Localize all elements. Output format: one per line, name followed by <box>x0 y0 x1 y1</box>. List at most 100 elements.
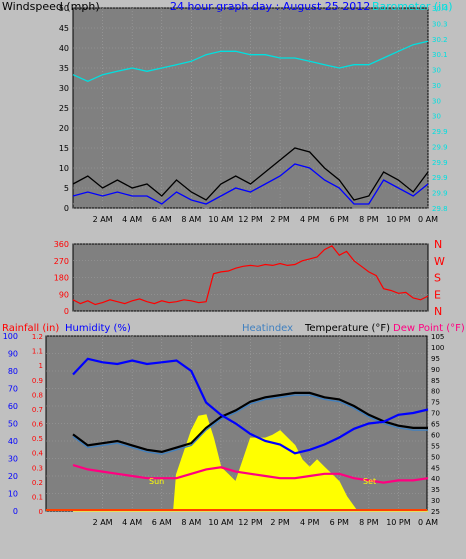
series-dew-point-f <box>72 464 429 484</box>
humidity-tick-label: 50 <box>8 420 18 429</box>
compass-tick-label: S <box>434 272 441 285</box>
temp-tick-label: 45 <box>431 464 440 472</box>
temp-tick-label: 55 <box>431 442 440 450</box>
temp-x-tick-label: 2 PM <box>270 518 289 527</box>
humidity-tick-label: 90 <box>8 350 18 359</box>
temp-tick-label: 75 <box>431 399 440 407</box>
barometer-tick-label: 29.9 <box>432 143 448 151</box>
barometer-tick-label: 29.9 <box>432 159 448 167</box>
rain-tick-label: 0.9 <box>32 377 43 385</box>
barometer-tick-label: 29.9 <box>432 128 448 136</box>
series-barometer-in- <box>72 40 429 83</box>
chart-title: 24 hour graph day : August 25 2012 <box>170 0 370 13</box>
rain-tick-label: 1.1 <box>32 348 43 356</box>
temp-tick-label: 80 <box>431 388 440 396</box>
wind-x-tick-label: 4 AM <box>122 215 142 224</box>
temp-x-tick-label: 2 AM <box>93 518 113 527</box>
rain-tick-label: 0 <box>39 508 43 516</box>
rain-tick-label: 1.2 <box>32 333 43 341</box>
series-windspeed-mph- <box>72 147 429 201</box>
wind-x-tick-label: 8 PM <box>359 215 378 224</box>
rain-tick-label: 1 <box>39 362 43 370</box>
wind-x-tick-label: 10 PM <box>386 215 411 224</box>
humidity-tick-label: 30 <box>8 455 18 464</box>
dir-tick-label: 0 <box>64 307 69 316</box>
wind-tick-label: 40 <box>59 44 69 53</box>
compass-tick-label: W <box>434 255 445 268</box>
temp-tick-label: 35 <box>431 486 440 494</box>
wind-tick-label: 15 <box>59 144 69 153</box>
wind-x-tick-label: 12 PM <box>238 215 263 224</box>
rain-tick-label: 0.5 <box>32 435 43 443</box>
temp-tick-label: 70 <box>431 410 440 418</box>
wind-x-tick-label: 8 AM <box>181 215 201 224</box>
temp-x-tick-label: 10 PM <box>386 518 411 527</box>
humidity-tick-label: 20 <box>8 472 18 481</box>
rain-tick-label: 0.3 <box>32 464 43 472</box>
humidity-tick-label: 40 <box>8 437 18 446</box>
barometer-tick-label: 30.3 <box>432 20 448 28</box>
rain-tick-label: 0.8 <box>32 391 43 399</box>
wind-tick-label: 25 <box>59 104 69 113</box>
rain-tick-label: 0.7 <box>32 406 43 414</box>
barometer-tick-label: 30 <box>432 82 441 90</box>
compass-tick-label: N <box>434 238 442 251</box>
temp-x-tick-label: 12 PM <box>238 518 263 527</box>
wind-tick-label: 35 <box>59 64 69 73</box>
sunset-label: Set <box>363 477 376 486</box>
legend-temperature: Temperature (°F) <box>304 323 390 334</box>
series-wind-direction <box>72 245 429 306</box>
temp-x-tick-label: 8 AM <box>181 518 201 527</box>
sunrise-label: Sun <box>149 477 164 486</box>
wind-x-tick-label: 10 AM <box>208 215 233 224</box>
temp-x-tick-label: 0 AM <box>418 518 438 527</box>
barometer-tick-label: 29.9 <box>432 174 448 182</box>
barometer-tick-label: 30 <box>432 67 441 75</box>
wind-tick-label: 50 <box>59 4 69 13</box>
compass-tick-label: N <box>434 305 442 318</box>
rain-tick-label: 0.2 <box>32 479 43 487</box>
barometer-tick-label: 29.9 <box>432 190 448 198</box>
temp-x-tick-label: 4 PM <box>300 518 319 527</box>
wind-tick-label: 0 <box>64 204 69 213</box>
humidity-tick-label: 60 <box>8 402 18 411</box>
dir-tick-label: 360 <box>54 240 69 249</box>
wind-tick-label: 45 <box>59 24 69 33</box>
legend-dewpoint: Dew Point (°F) <box>393 323 465 334</box>
dir-tick-label: 90 <box>59 290 69 299</box>
humidity-tick-label: 0 <box>13 507 18 516</box>
series-humidity <box>72 357 429 455</box>
rain-tick-label: 0.6 <box>32 421 44 429</box>
temp-tick-label: 25 <box>431 508 440 516</box>
temp-tick-label: 105 <box>431 333 444 341</box>
barometer-tick-label: 29.8 <box>432 205 448 213</box>
rain-tick-label: 0.1 <box>32 493 43 501</box>
barometer-tick-label: 30 <box>432 113 441 121</box>
rain-tick-label: 0.4 <box>32 450 44 458</box>
wind-tick-label: 5 <box>64 184 69 193</box>
temp-tick-label: 85 <box>431 377 440 385</box>
series-heatindex <box>72 394 428 455</box>
dir-tick-label: 180 <box>54 274 69 283</box>
temp-x-tick-label: 8 PM <box>359 518 378 527</box>
barometer-axis-label: Barometer (in) <box>372 0 453 13</box>
compass-tick-label: E <box>434 288 441 301</box>
barometer-tick-label: 30.2 <box>432 36 448 44</box>
temp-tick-label: 90 <box>431 366 440 374</box>
temp-x-tick-label: 10 AM <box>208 518 233 527</box>
humidity-tick-label: 80 <box>8 367 18 376</box>
wind-x-tick-label: 2 AM <box>93 215 113 224</box>
temp-x-tick-label: 6 PM <box>330 518 349 527</box>
temp-x-tick-label: 4 AM <box>122 518 142 527</box>
wind-axis-label: Windspeed (mph) <box>2 0 100 13</box>
wind-x-tick-label: 6 PM <box>330 215 349 224</box>
temp-tick-label: 65 <box>431 421 440 429</box>
temp-x-tick-label: 6 AM <box>152 518 172 527</box>
temp-tick-label: 40 <box>431 475 440 483</box>
barometer-tick-label: 30.1 <box>432 51 448 59</box>
series-wind-average <box>72 163 429 205</box>
series-solar <box>73 414 428 512</box>
wind-tick-label: 20 <box>59 124 69 133</box>
temp-tick-label: 30 <box>431 497 440 505</box>
